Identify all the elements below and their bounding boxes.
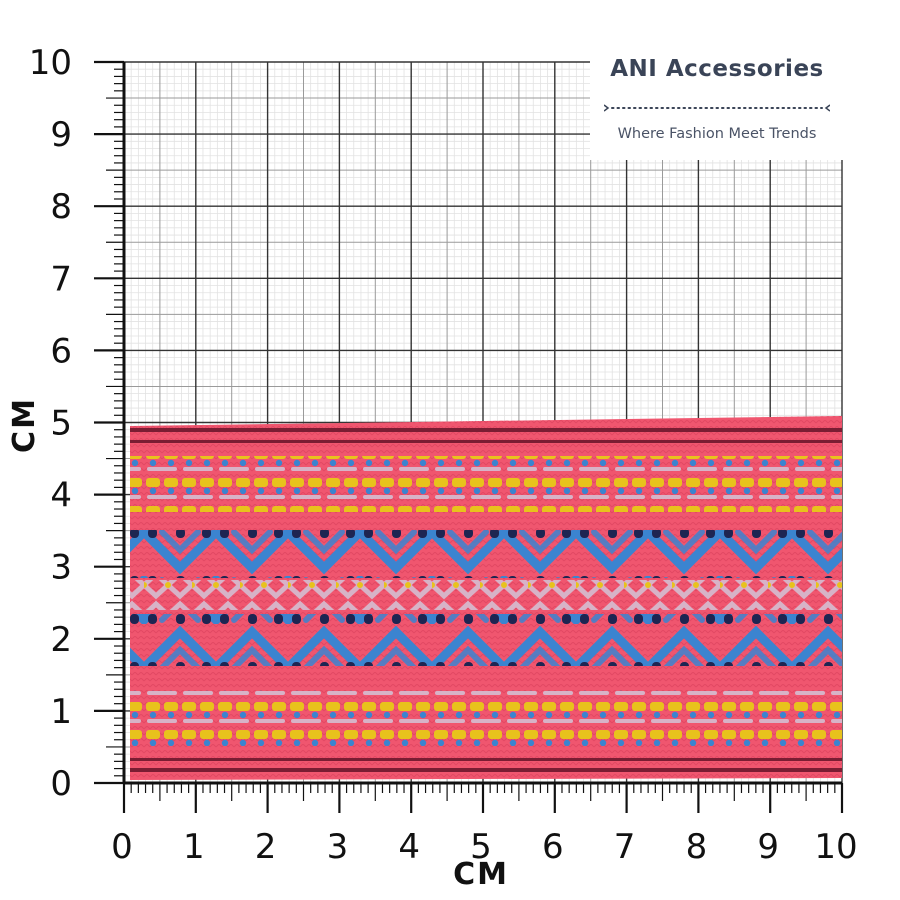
x-tick-label: 9: [757, 827, 779, 867]
axis-labels: 0 1 2 3 4 5 6 7 8 9 10 0 1 2 3 4 5 6 7 8 9 10: [29, 43, 858, 867]
y-tick-label: 2: [50, 620, 72, 660]
x-tick-label: 10: [814, 827, 857, 867]
ribbon-yellow-band-bottom: [130, 690, 842, 746]
y-tick-label: 4: [50, 476, 72, 516]
y-tick-label: 5: [50, 404, 72, 444]
x-tick-label: 8: [686, 827, 708, 867]
ribbon-top-edge: [130, 428, 842, 432]
brand-divider: [604, 104, 830, 112]
y-tick-label: 10: [29, 43, 72, 83]
ribbon-center-chevrons-bottom: [130, 614, 842, 666]
x-tick-label: 4: [398, 827, 420, 867]
y-axis-title: CM: [7, 397, 42, 453]
y-tick-label: 0: [50, 764, 72, 804]
x-axis-title: CM: [453, 857, 509, 892]
y-tick-label: 3: [50, 548, 72, 588]
brand-tagline: Where Fashion Meet Trends: [617, 126, 817, 142]
y-tick-label: 7: [50, 259, 72, 299]
brand-name: ANI Accessories: [610, 56, 824, 82]
ribbon-bottom-edge: [130, 758, 842, 761]
brand-logo: ANI Accessories Where Fashion Meet Trend…: [590, 48, 844, 160]
x-tick-label: 7: [614, 827, 636, 867]
ribbon-top-edge-2: [130, 440, 842, 443]
x-tick-label: 2: [255, 827, 277, 867]
ribbon-bottom-edge-2: [130, 768, 842, 772]
x-tick-label: 0: [111, 827, 133, 867]
ribbon-yellow-band-top: [130, 456, 842, 512]
x-tick-label: 5: [470, 827, 492, 867]
axis-ruler-ticks: [94, 60, 844, 813]
ribbon-center-diamonds: [130, 580, 842, 610]
x-tick-label: 6: [542, 827, 564, 867]
y-tick-label: 9: [50, 115, 72, 155]
x-tick-label: 3: [327, 827, 349, 867]
y-tick-label: 8: [50, 187, 72, 227]
y-tick-label: 6: [50, 331, 72, 371]
ribbon-product-photo: [130, 416, 842, 780]
x-tick-label: 1: [183, 827, 205, 867]
ribbon-center-chevrons-top: [130, 530, 842, 578]
y-tick-label: 1: [50, 692, 72, 732]
